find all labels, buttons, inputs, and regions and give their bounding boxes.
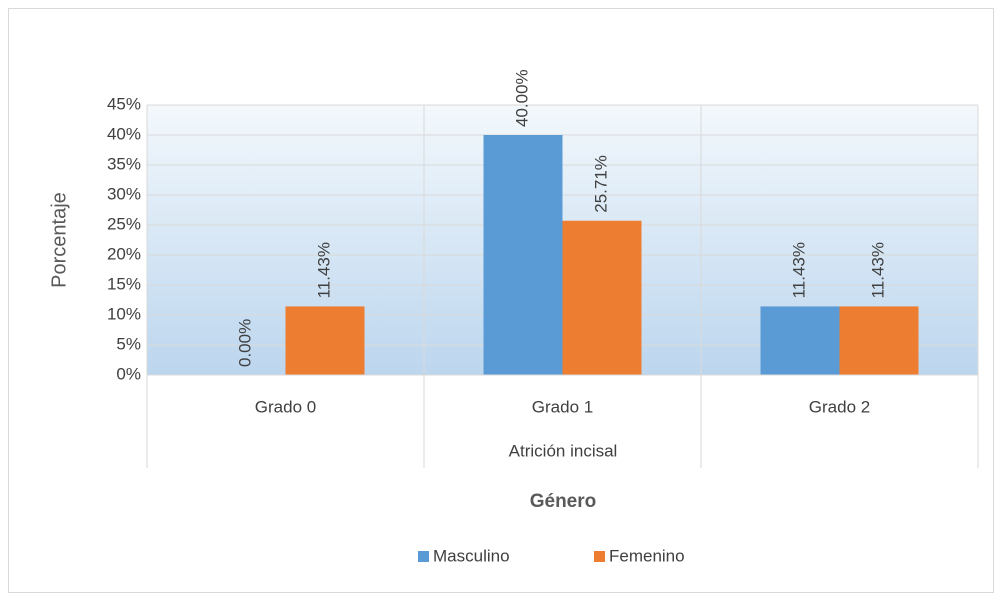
legend-label: Masculino <box>433 546 510 565</box>
legend-swatch <box>418 551 429 562</box>
data-label: 0.00% <box>235 319 254 367</box>
bar <box>285 306 365 375</box>
y-tick-label: 10% <box>107 304 141 323</box>
data-label: 11.43% <box>314 242 333 298</box>
data-label: 11.43% <box>868 242 887 298</box>
y-axis-label: Porcentaje <box>48 192 70 288</box>
y-tick-label: 35% <box>107 154 141 173</box>
x-tick-label: Grado 1 <box>532 397 593 416</box>
data-label: 25.71% <box>591 155 610 213</box>
y-tick-label: 45% <box>107 94 141 113</box>
y-tick-label: 40% <box>107 124 141 143</box>
data-label: 11.43% <box>789 242 808 298</box>
x-tick-label: Grado 0 <box>255 397 316 416</box>
y-tick-label: 15% <box>107 274 141 293</box>
bar <box>839 306 919 375</box>
y-tick-label: 5% <box>116 334 141 353</box>
y-tick-label: 25% <box>107 214 141 233</box>
bar <box>483 135 563 375</box>
bar <box>760 306 840 375</box>
legend-label: Femenino <box>609 546 685 565</box>
x-axis-label: Atrición incisal <box>509 441 618 460</box>
data-label: 40.00% <box>512 69 531 127</box>
chart-title: Género <box>530 491 597 512</box>
bar <box>562 220 642 375</box>
y-tick-label: 0% <box>116 364 141 383</box>
y-tick-label: 30% <box>107 184 141 203</box>
x-tick-label: Grado 2 <box>809 397 870 416</box>
y-tick-label: 20% <box>107 244 141 263</box>
legend-swatch <box>594 551 605 562</box>
